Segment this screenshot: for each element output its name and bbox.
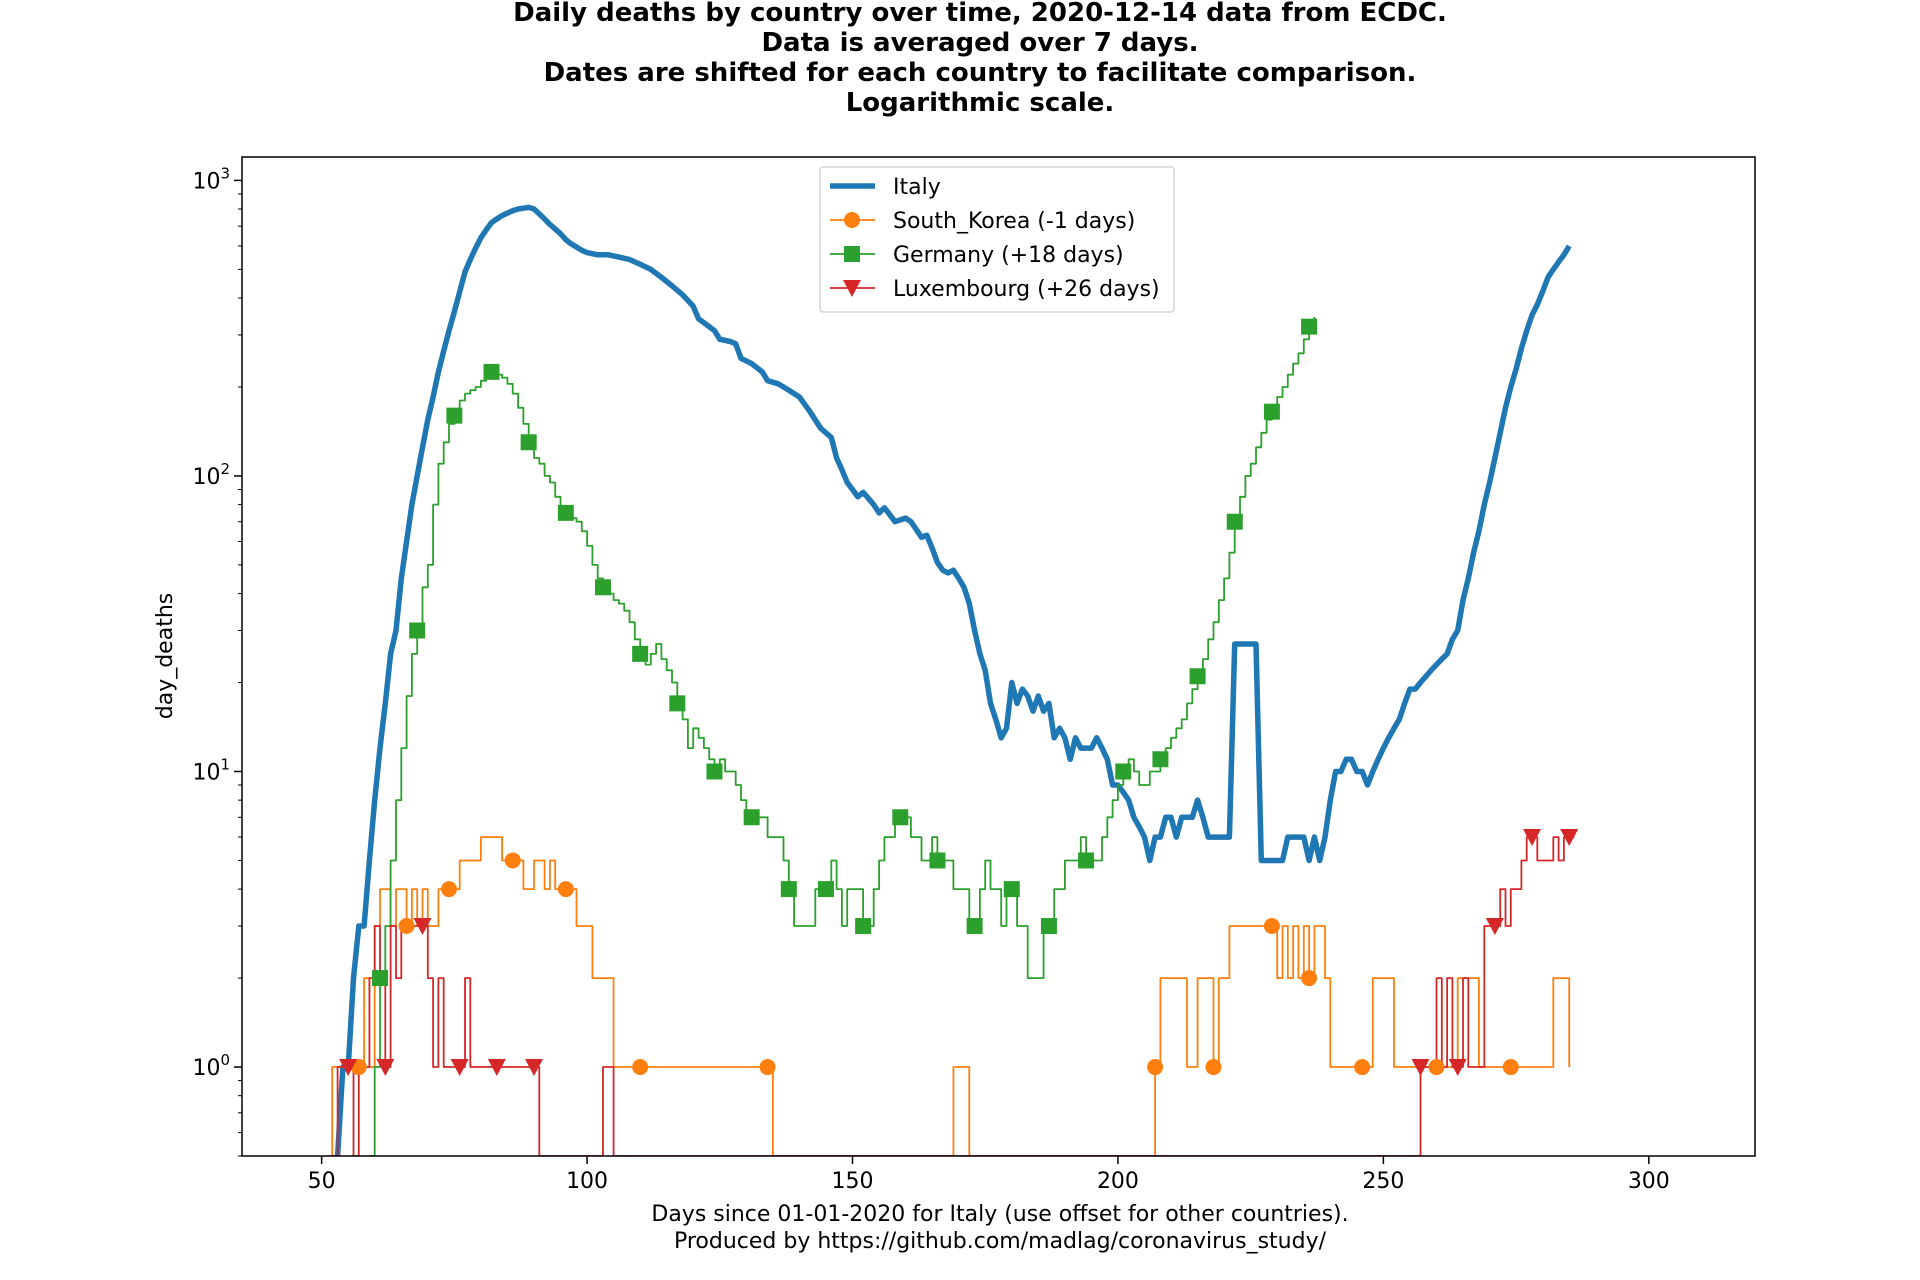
series-marker-1 xyxy=(1263,918,1280,935)
legend: Italy South_Korea (-1 days) Germany (+18 d… xyxy=(819,166,1175,313)
legend-label: South_Korea (-1 days) xyxy=(893,209,1135,234)
series-marker-2 xyxy=(855,918,872,935)
series-marker-1 xyxy=(1502,1059,1519,1076)
x-tick-label: 50 xyxy=(308,1169,336,1194)
series-marker-3 xyxy=(1411,1059,1430,1077)
plot-frame xyxy=(241,156,1756,1157)
x-axis-label-line-1: Days since 01-01-2020 for Italy (use off… xyxy=(651,1202,1348,1227)
series-marker-2 xyxy=(1263,403,1280,420)
series-marker-1 xyxy=(1428,1059,1445,1076)
series-marker-2 xyxy=(817,881,834,898)
y-axis-label: day_deaths xyxy=(153,593,178,719)
series-marker-2 xyxy=(1301,318,1318,335)
series-marker-1 xyxy=(557,881,574,898)
series-marker-2 xyxy=(1152,751,1169,768)
series-marker-1 xyxy=(632,1059,649,1076)
series-line-0 xyxy=(334,204,1572,1156)
series-marker-3 xyxy=(339,1059,358,1077)
legend-label: Luxembourg (+26 days) xyxy=(893,277,1160,302)
legend-label: Italy xyxy=(893,175,941,200)
legend-marker xyxy=(844,246,860,262)
series-marker-1 xyxy=(441,881,458,898)
series-marker-1 xyxy=(398,918,415,935)
series-marker-3 xyxy=(1485,918,1504,936)
y-tick-label: 103 xyxy=(192,164,230,194)
series-line-3 xyxy=(332,836,1575,1156)
series-marker-3 xyxy=(376,1059,395,1077)
series-marker-1 xyxy=(1205,1059,1222,1076)
x-tick-label: 200 xyxy=(1097,1169,1139,1194)
x-axis-label-line-2: Produced by https://github.com/madlag/co… xyxy=(674,1229,1327,1254)
x-tick-label: 250 xyxy=(1362,1169,1404,1194)
y-tick-label: 102 xyxy=(192,460,230,490)
marker-layer xyxy=(339,318,1579,1077)
series-marker-2 xyxy=(1003,881,1020,898)
series-marker-1 xyxy=(1147,1059,1164,1076)
series-marker-2 xyxy=(669,695,686,712)
series-marker-3 xyxy=(524,1059,543,1077)
series-marker-2 xyxy=(372,970,389,987)
series-marker-3 xyxy=(1523,829,1542,847)
x-tick-label: 150 xyxy=(832,1169,874,1194)
y-axis: 100 101 102 103 xyxy=(192,164,242,1157)
series-marker-2 xyxy=(780,881,797,898)
series-marker-2 xyxy=(892,809,909,826)
series-marker-1 xyxy=(1354,1059,1371,1076)
series-marker-2 xyxy=(446,407,463,424)
legend-marker xyxy=(844,212,860,228)
x-axis: 50 100 150 200 250 300 xyxy=(308,1156,1670,1194)
series-marker-3 xyxy=(487,1059,506,1077)
series-marker-2 xyxy=(743,809,760,826)
series-marker-2 xyxy=(1115,763,1132,780)
title-line-3: Dates are shifted for each country to fa… xyxy=(544,58,1417,88)
y-tick-label: 100 xyxy=(192,1051,230,1081)
legend-box xyxy=(819,166,1175,313)
series-marker-2 xyxy=(1189,668,1206,685)
series-marker-2 xyxy=(706,763,723,780)
series-marker-1 xyxy=(504,852,521,869)
x-tick-label: 300 xyxy=(1628,1169,1670,1194)
series-marker-1 xyxy=(1301,970,1318,987)
title-line-1: Daily deaths by country over time, 2020-… xyxy=(513,0,1447,28)
y-tick-label: 101 xyxy=(192,755,230,785)
series-marker-2 xyxy=(520,434,537,451)
series-marker-2 xyxy=(1040,918,1057,935)
series-marker-2 xyxy=(966,918,983,935)
title-line-4: Logarithmic scale. xyxy=(846,88,1115,118)
series-marker-3 xyxy=(1560,829,1579,847)
legend-marker xyxy=(843,280,861,297)
series-marker-3 xyxy=(1448,1059,1467,1077)
x-tick-label: 100 xyxy=(566,1169,608,1194)
chart-title: Daily deaths by country over time, 2020-… xyxy=(513,0,1447,118)
series-marker-2 xyxy=(409,622,426,639)
series-marker-3 xyxy=(450,1059,469,1077)
series-marker-2 xyxy=(483,363,500,380)
title-line-2: Data is averaged over 7 days. xyxy=(761,28,1198,58)
series-marker-1 xyxy=(759,1059,776,1076)
series-marker-2 xyxy=(929,852,946,869)
series-marker-2 xyxy=(1226,513,1243,530)
series-marker-2 xyxy=(557,504,574,521)
series-marker-2 xyxy=(1078,852,1095,869)
series-marker-2 xyxy=(594,579,611,596)
legend-label: Germany (+18 days) xyxy=(893,243,1124,268)
series-marker-3 xyxy=(413,918,432,936)
series-marker-2 xyxy=(632,645,649,662)
